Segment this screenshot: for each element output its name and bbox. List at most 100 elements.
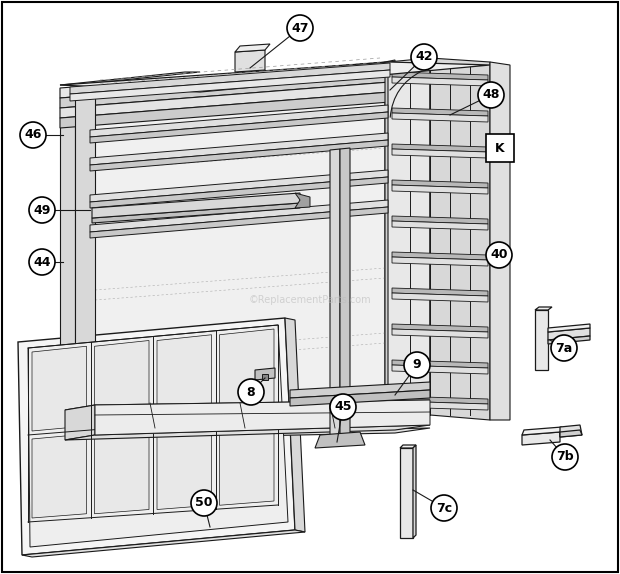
Polygon shape <box>290 390 430 406</box>
Circle shape <box>478 82 504 108</box>
Polygon shape <box>430 58 490 420</box>
Polygon shape <box>400 448 413 538</box>
Polygon shape <box>385 60 395 420</box>
Polygon shape <box>28 325 288 547</box>
Polygon shape <box>90 140 388 171</box>
Polygon shape <box>60 415 430 420</box>
Circle shape <box>551 335 577 361</box>
Polygon shape <box>60 92 390 128</box>
Polygon shape <box>255 368 275 380</box>
Circle shape <box>404 352 430 378</box>
Polygon shape <box>392 77 488 86</box>
Polygon shape <box>90 133 388 165</box>
Polygon shape <box>548 336 590 344</box>
Polygon shape <box>560 425 582 437</box>
Polygon shape <box>392 401 488 410</box>
FancyBboxPatch shape <box>486 134 514 162</box>
Polygon shape <box>392 360 488 368</box>
Text: 46: 46 <box>24 129 42 142</box>
Polygon shape <box>94 340 149 426</box>
Polygon shape <box>392 293 488 302</box>
Polygon shape <box>262 374 268 380</box>
Text: 42: 42 <box>415 51 433 64</box>
Text: 45: 45 <box>334 401 352 413</box>
Polygon shape <box>392 221 488 230</box>
Circle shape <box>552 444 578 470</box>
Polygon shape <box>60 72 200 85</box>
Circle shape <box>238 379 264 405</box>
Polygon shape <box>90 200 388 232</box>
Polygon shape <box>65 425 430 440</box>
Polygon shape <box>22 530 305 557</box>
Circle shape <box>411 44 437 70</box>
Polygon shape <box>295 193 310 208</box>
Polygon shape <box>60 72 390 108</box>
Polygon shape <box>219 419 274 505</box>
Text: 47: 47 <box>291 21 309 34</box>
Polygon shape <box>60 428 430 440</box>
Polygon shape <box>60 62 490 92</box>
Circle shape <box>191 490 217 516</box>
Text: 49: 49 <box>33 204 51 216</box>
Polygon shape <box>285 318 305 532</box>
Polygon shape <box>392 144 488 152</box>
Text: 44: 44 <box>33 255 51 269</box>
Circle shape <box>20 122 46 148</box>
Polygon shape <box>560 430 582 437</box>
Polygon shape <box>235 50 265 72</box>
Polygon shape <box>92 193 300 218</box>
Polygon shape <box>32 346 87 431</box>
Polygon shape <box>70 63 390 94</box>
Polygon shape <box>95 400 430 435</box>
Polygon shape <box>290 382 430 398</box>
Polygon shape <box>330 149 340 442</box>
Text: 7b: 7b <box>556 451 574 463</box>
Polygon shape <box>65 400 430 410</box>
Polygon shape <box>392 257 488 266</box>
Polygon shape <box>392 108 488 116</box>
Polygon shape <box>392 396 488 404</box>
Polygon shape <box>315 432 365 448</box>
Polygon shape <box>157 335 211 421</box>
Polygon shape <box>392 149 488 158</box>
Text: 50: 50 <box>195 497 213 510</box>
Text: 7a: 7a <box>556 342 573 355</box>
Polygon shape <box>392 288 488 296</box>
Polygon shape <box>60 62 390 98</box>
Polygon shape <box>32 434 87 518</box>
Polygon shape <box>392 180 488 188</box>
Polygon shape <box>392 72 488 80</box>
Polygon shape <box>70 70 390 101</box>
Polygon shape <box>522 432 560 445</box>
Text: 8: 8 <box>247 386 255 398</box>
Polygon shape <box>75 88 95 420</box>
Polygon shape <box>90 177 388 208</box>
Polygon shape <box>60 88 75 420</box>
Polygon shape <box>94 429 149 514</box>
Polygon shape <box>548 328 590 340</box>
Polygon shape <box>75 62 385 420</box>
Polygon shape <box>90 105 388 137</box>
Text: 9: 9 <box>413 359 422 371</box>
Circle shape <box>29 197 55 223</box>
Polygon shape <box>392 324 488 332</box>
Circle shape <box>287 15 313 41</box>
Polygon shape <box>92 203 300 223</box>
Text: 48: 48 <box>482 88 500 102</box>
Polygon shape <box>413 445 416 538</box>
Polygon shape <box>90 170 388 202</box>
Polygon shape <box>490 62 510 420</box>
Circle shape <box>29 249 55 275</box>
Polygon shape <box>392 113 488 122</box>
Polygon shape <box>522 427 562 435</box>
Polygon shape <box>392 216 488 224</box>
Circle shape <box>330 394 356 420</box>
Circle shape <box>431 495 457 521</box>
Polygon shape <box>392 365 488 374</box>
Polygon shape <box>548 324 590 332</box>
Polygon shape <box>535 307 552 310</box>
Polygon shape <box>60 415 70 440</box>
Polygon shape <box>235 44 270 52</box>
Polygon shape <box>340 148 350 440</box>
Polygon shape <box>18 318 295 555</box>
